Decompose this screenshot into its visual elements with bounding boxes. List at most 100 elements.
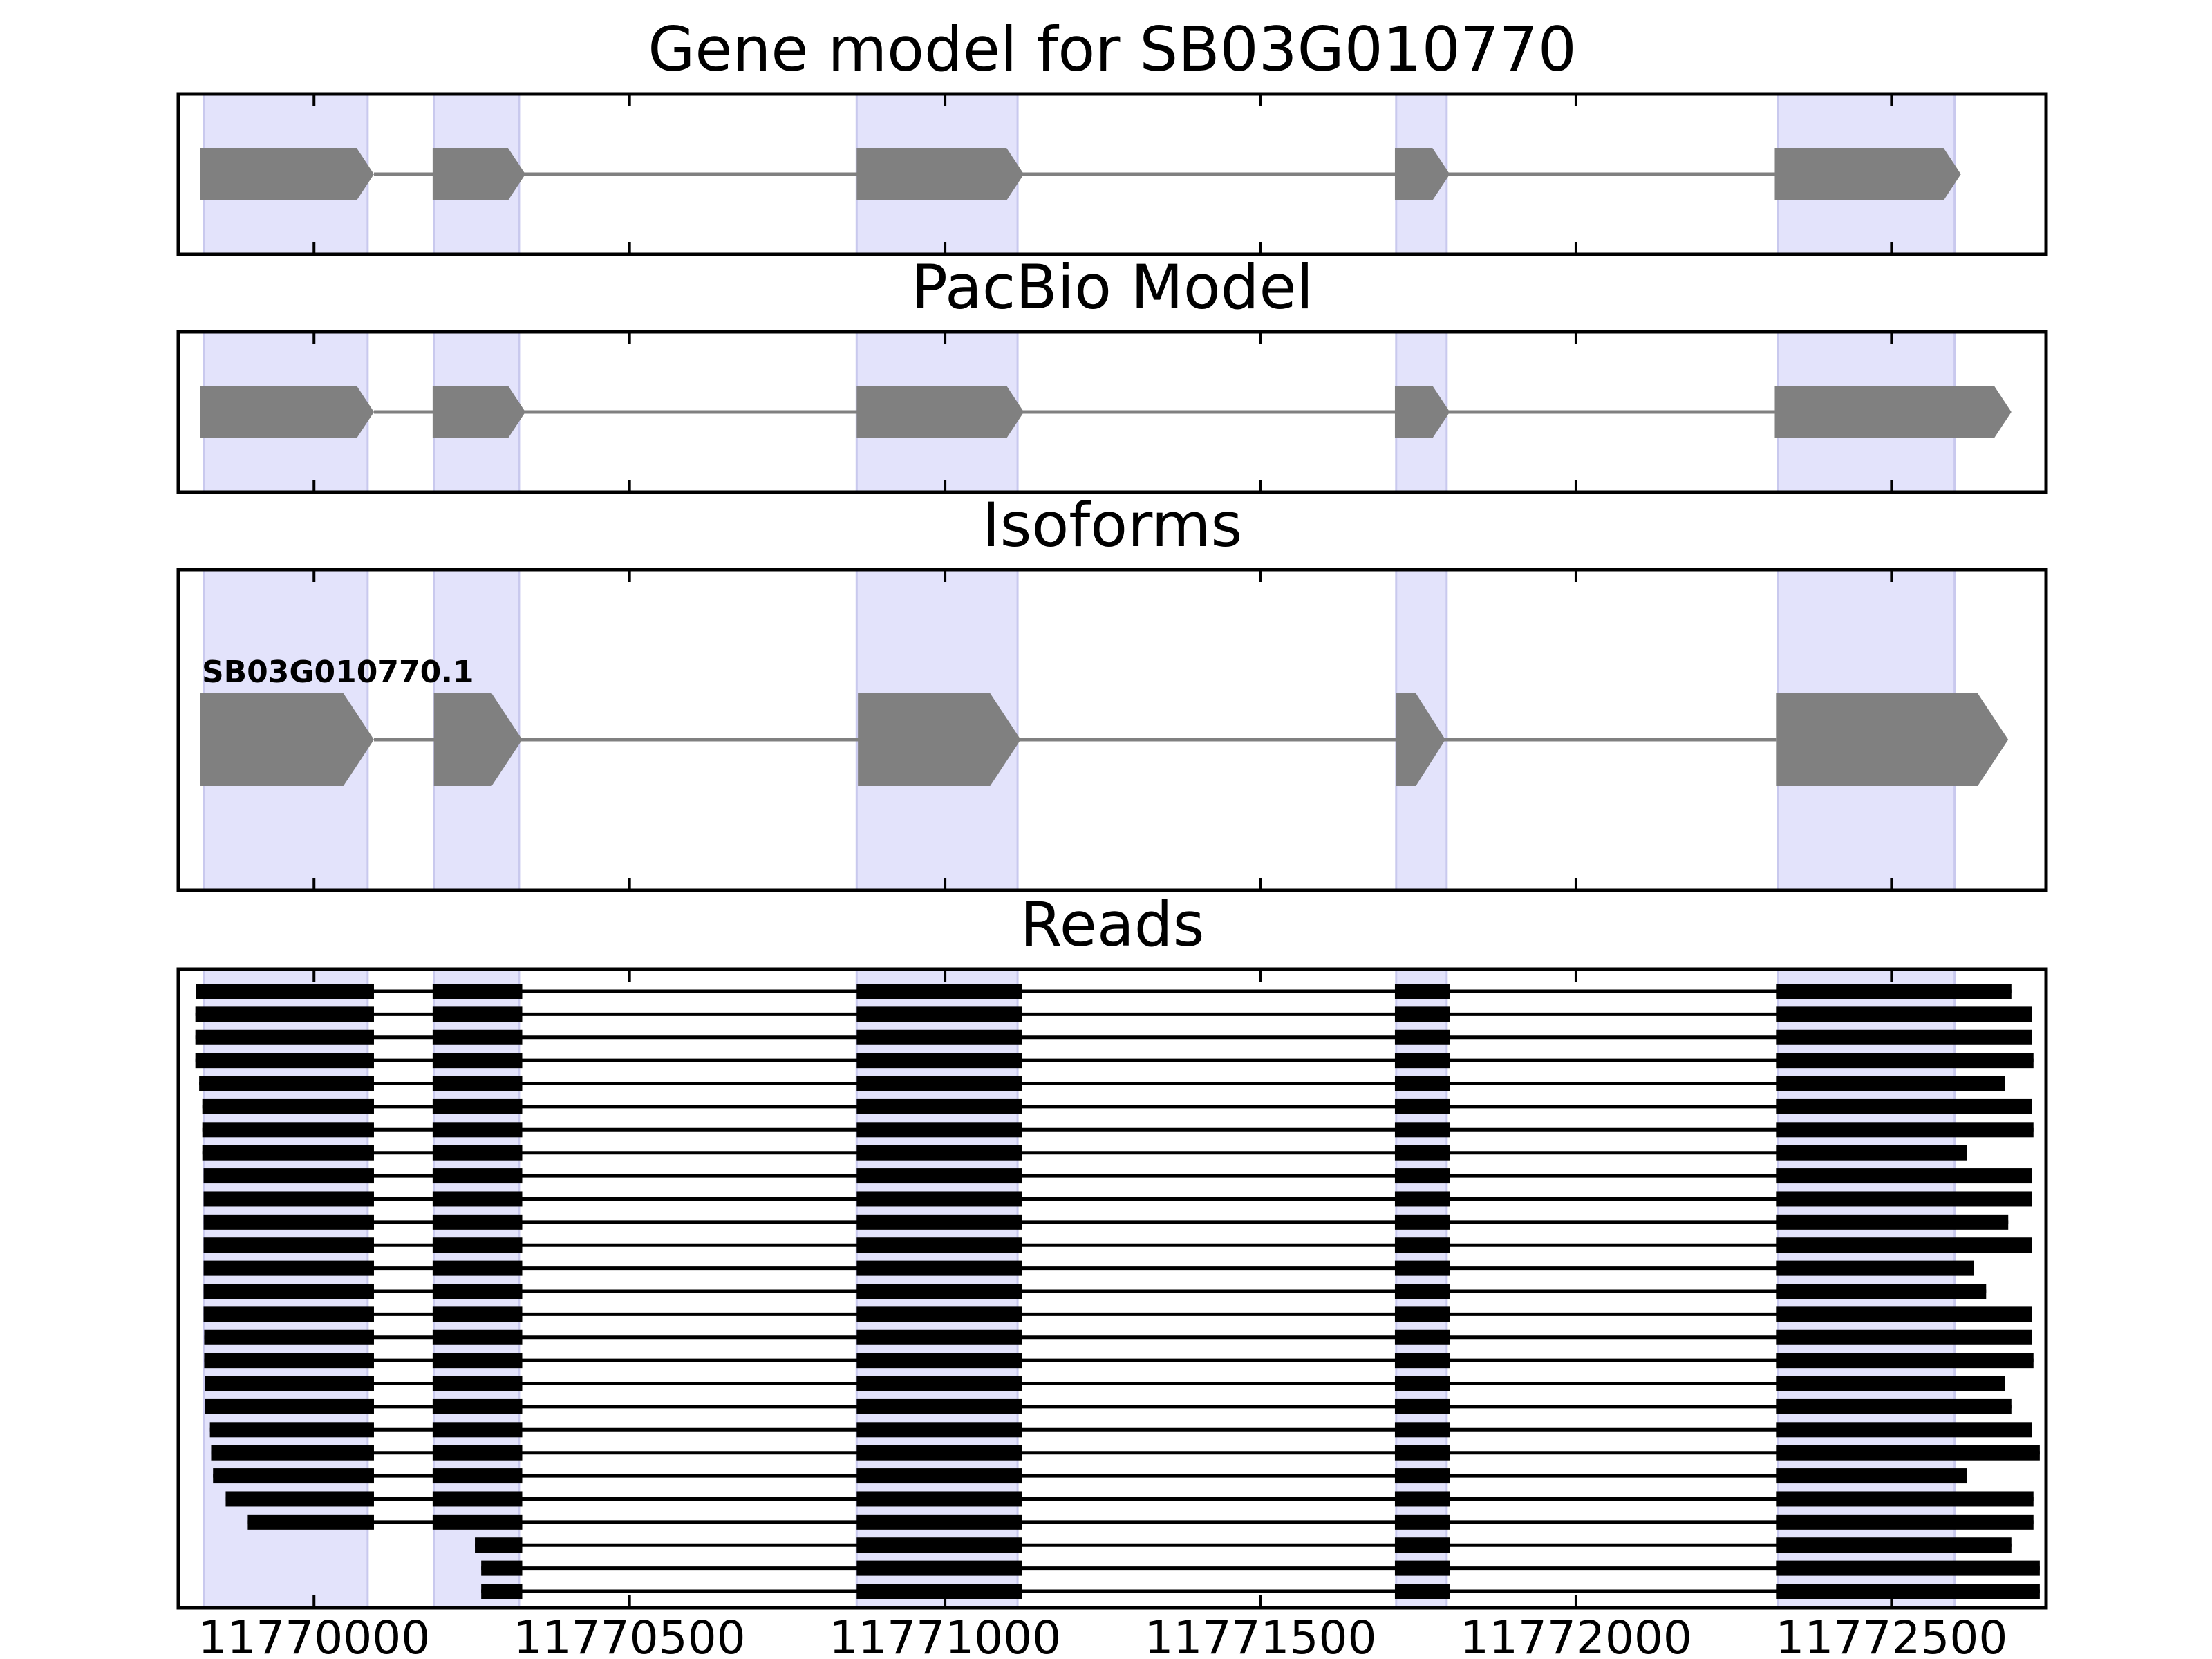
read-block xyxy=(1394,1076,1450,1091)
read-block xyxy=(1776,1560,2040,1576)
read-23 xyxy=(247,1514,2034,1530)
panel-title: PacBio Model xyxy=(911,252,1313,323)
read-block xyxy=(195,1029,374,1045)
read-block xyxy=(1394,1514,1450,1530)
read-block xyxy=(203,1168,374,1184)
read-block xyxy=(202,1145,374,1161)
read-block xyxy=(1394,1306,1450,1322)
exon-arrow xyxy=(432,148,526,200)
read-block xyxy=(481,1560,523,1576)
read-block xyxy=(856,1214,1022,1230)
panel-2: Isoforms SB03G010770.1 xyxy=(176,489,2048,892)
exon-arrow xyxy=(1396,693,1445,786)
read-block xyxy=(432,1237,523,1253)
read-block xyxy=(1394,1376,1450,1391)
panel-0: Gene model for SB03G010770 xyxy=(176,14,2048,256)
read-block xyxy=(432,1029,523,1045)
read-block xyxy=(1776,1029,2032,1045)
read-5 xyxy=(202,1098,2032,1114)
read-block xyxy=(213,1468,374,1484)
read-block xyxy=(195,1006,374,1022)
read-block xyxy=(856,1422,1022,1438)
read-block xyxy=(432,1214,523,1230)
read-block xyxy=(432,1445,523,1461)
read-block xyxy=(856,1122,1022,1138)
panel-frame xyxy=(176,967,2048,1610)
read-block xyxy=(1394,1053,1450,1069)
read-block xyxy=(856,1006,1022,1022)
read-block xyxy=(432,1122,523,1138)
read-20 xyxy=(211,1445,2040,1461)
read-block xyxy=(481,1584,523,1599)
read-block xyxy=(856,1168,1022,1184)
read-block xyxy=(1394,1122,1450,1138)
read-1 xyxy=(195,1006,2032,1022)
read-block xyxy=(1394,1168,1450,1184)
read-block xyxy=(475,1537,523,1553)
read-block xyxy=(1394,1098,1450,1114)
read-block xyxy=(432,1353,523,1369)
exon-arrow xyxy=(858,693,1021,786)
read-block xyxy=(432,1329,523,1345)
read-block xyxy=(1394,1398,1450,1414)
read-block xyxy=(856,1329,1022,1345)
read-8 xyxy=(203,1168,2032,1184)
read-block xyxy=(204,1329,374,1345)
read-block xyxy=(203,1191,374,1207)
read-block xyxy=(856,1560,1022,1576)
read-block xyxy=(1394,1329,1450,1345)
read-block xyxy=(856,1029,1022,1045)
x-tick-label: 11770000 xyxy=(198,1611,430,1659)
read-22 xyxy=(225,1491,2034,1507)
read-block xyxy=(196,984,374,999)
read-25 xyxy=(481,1560,2040,1576)
read-block xyxy=(1776,1168,2032,1184)
read-block xyxy=(1776,1584,2040,1599)
read-block xyxy=(202,1098,374,1114)
read-block xyxy=(1394,1006,1450,1022)
read-9 xyxy=(203,1191,2032,1207)
x-tick-label: 11771000 xyxy=(829,1611,1061,1659)
read-4 xyxy=(199,1076,2005,1091)
panels-layer: Gene model for SB03G010770 PacBio Model Is… xyxy=(176,14,2048,1659)
read-18 xyxy=(205,1398,2012,1414)
read-block xyxy=(432,1468,523,1484)
read-block xyxy=(203,1237,374,1253)
read-block xyxy=(432,1514,523,1530)
read-block xyxy=(225,1491,374,1507)
read-block xyxy=(432,1006,523,1022)
read-block xyxy=(1776,1514,2034,1530)
read-block xyxy=(432,1168,523,1184)
exon-arrow xyxy=(433,693,523,786)
exon-arrow xyxy=(1774,148,1961,200)
read-block xyxy=(856,1491,1022,1507)
read-block xyxy=(1776,1284,1987,1299)
read-block xyxy=(1394,1237,1450,1253)
panel-frame xyxy=(176,330,2048,494)
read-15 xyxy=(204,1329,2032,1345)
read-11 xyxy=(203,1237,2032,1253)
read-block xyxy=(432,1306,523,1322)
read-block xyxy=(209,1422,374,1438)
read-block xyxy=(856,1098,1022,1114)
panel-title: Isoforms xyxy=(982,489,1243,561)
read-16 xyxy=(204,1353,2034,1369)
read-block xyxy=(856,1445,1022,1461)
panel-title: Reads xyxy=(1020,889,1205,960)
read-block xyxy=(1776,1214,2009,1230)
read-2 xyxy=(195,1029,2032,1045)
read-block xyxy=(1776,1422,2032,1438)
read-block xyxy=(432,1145,523,1161)
x-tick-label: 11771500 xyxy=(1145,1611,1377,1659)
read-block xyxy=(1776,1353,2034,1369)
read-7 xyxy=(202,1145,1967,1161)
read-block xyxy=(1776,1537,2012,1553)
read-24 xyxy=(475,1537,2012,1553)
read-block xyxy=(856,1353,1022,1369)
read-block xyxy=(203,1214,374,1230)
exon-arrow xyxy=(200,386,374,438)
read-block xyxy=(856,1284,1022,1299)
read-17 xyxy=(205,1376,2005,1391)
exon-arrow xyxy=(1776,693,2009,786)
